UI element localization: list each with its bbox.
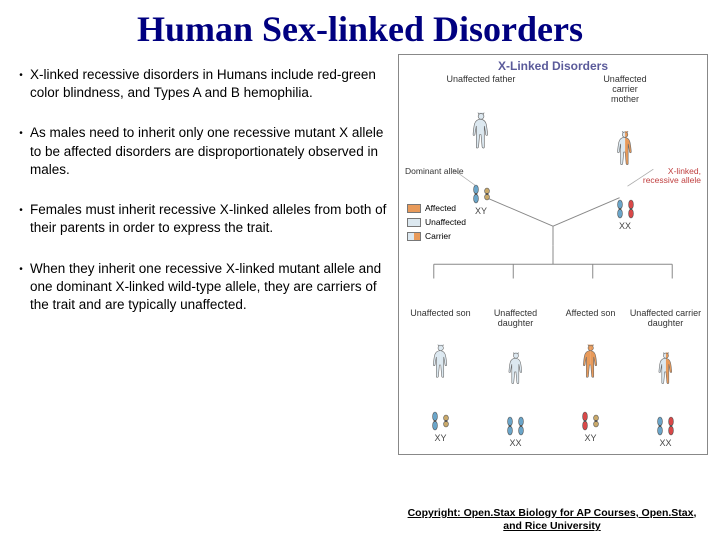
legend-label: Carrier <box>425 231 451 241</box>
chromosome-pair <box>630 416 702 436</box>
chromosome-pair <box>416 184 546 204</box>
bullet-text: Females must inherit recessive X-linked … <box>30 201 392 237</box>
legend: Affected Unaffected Carrier <box>407 203 466 245</box>
copyright-text: Copyright: Open.Stax Biology for AP Cour… <box>402 507 702 534</box>
chromosome-pair <box>480 416 552 436</box>
person-figure: Affected son XY <box>555 309 627 449</box>
person-figure: Unaffected son XY <box>405 309 477 449</box>
bullet-column: •X-linked recessive disorders in Humans … <box>12 54 392 455</box>
legend-item: Unaffected <box>407 217 466 227</box>
bullet-item: •X-linked recessive disorders in Humans … <box>12 66 392 102</box>
person-label: Unaffected daughter <box>480 309 552 329</box>
person-label: Unaffected father <box>416 75 546 85</box>
person-label: Unaffectedcarriermother <box>560 75 690 105</box>
legend-label: Affected <box>425 203 456 213</box>
children-row: Unaffected son XY Unaffected daughter <box>399 309 707 455</box>
diagram-panel: X-Linked Disorders Unaffected father <box>398 54 708 455</box>
bullet-text: When they inherit one recessive X-linked… <box>30 260 392 315</box>
annotation-recessive: X-linked, recessive allele <box>641 167 701 185</box>
bullet-item: •As males need to inherit only one reces… <box>12 124 392 179</box>
annotation-dominant: Dominant allele <box>405 167 465 176</box>
genotype-label: XX <box>560 221 690 231</box>
genotype-label: XX <box>630 438 702 448</box>
person-figure: Unaffected daughter XX <box>480 309 552 449</box>
page-title: Human Sex-linked Disorders <box>0 0 720 54</box>
chromosome-pair <box>560 199 690 219</box>
person-label: Unaffected carrierdaughter <box>630 309 702 329</box>
legend-label: Unaffected <box>425 217 466 227</box>
genotype-label: XX <box>480 438 552 448</box>
main-layout: •X-linked recessive disorders in Humans … <box>0 54 720 455</box>
legend-item: Affected <box>407 203 466 213</box>
legend-item: Carrier <box>407 231 466 241</box>
genotype-label: XY <box>555 433 627 443</box>
person-figure: Unaffected carrierdaughter XX <box>630 309 702 449</box>
person-figure: Unaffectedcarriermother XX <box>560 75 690 231</box>
person-label: Unaffected son <box>405 309 477 319</box>
bullet-text: As males need to inherit only one recess… <box>30 124 392 179</box>
chromosome-pair <box>405 411 477 431</box>
bullet-item: •Females must inherit recessive X-linked… <box>12 201 392 237</box>
bullet-item: •When they inherit one recessive X-linke… <box>12 260 392 315</box>
person-label: Affected son <box>555 309 627 319</box>
genotype-label: XY <box>405 433 477 443</box>
chromosome-pair <box>555 411 627 431</box>
diagram-title: X-Linked Disorders <box>399 55 707 75</box>
bullet-text: X-linked recessive disorders in Humans i… <box>30 66 392 102</box>
